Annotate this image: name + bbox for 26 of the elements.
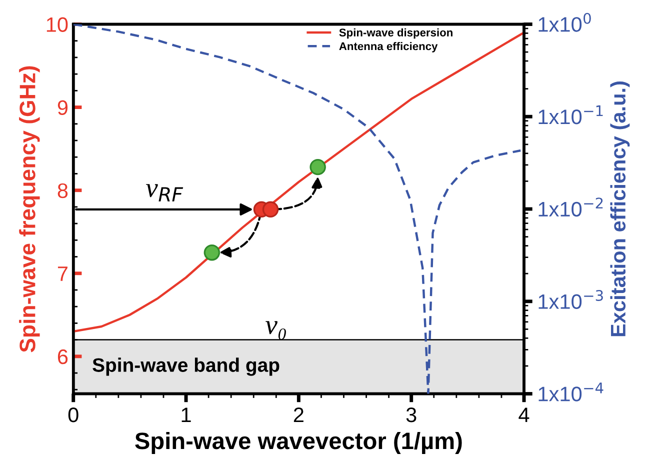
x-axis-title: Spin-wave wavevector (1/µm)	[135, 432, 462, 454]
legend-label: Antenna efficiency	[339, 42, 438, 52]
y2-tick-label: 1x10$^{−4}$	[538, 382, 604, 402]
y2-tick-label: 1x10$^{−3}$	[538, 290, 603, 309]
legend-label: Spin-wave dispersion	[339, 28, 452, 39]
y-tick-label: 6	[58, 349, 68, 364]
x-tick-label: 3	[406, 408, 416, 422]
ref-line-label: ν₀	[266, 321, 286, 340]
y2-tick-label: 1x10$^{−2}$	[538, 198, 603, 217]
y-axis-title: Spin-wave frequency (GHz)	[19, 66, 40, 352]
band-label: Spin-wave band gap	[92, 358, 280, 376]
y2-tick-label: 1x10$^{0}$	[538, 12, 591, 32]
y-tick-label: 8	[58, 183, 68, 198]
x-tick-label: 0	[68, 408, 78, 422]
y-tick-label: 7	[58, 266, 68, 281]
y-tick-label: 9	[58, 100, 68, 116]
x-tick-label: 4	[518, 408, 530, 422]
y-tick-label: 10	[46, 17, 68, 32]
point	[204, 244, 220, 261]
x-tick-label: 2	[294, 408, 304, 422]
y2-tick-label: 1x10$^{−1}$	[538, 105, 603, 124]
point	[262, 201, 279, 218]
point	[310, 158, 326, 176]
annotation: ν$_{RF}$	[146, 184, 184, 202]
x-tick-label: 1	[182, 408, 191, 422]
y2-axis-title: Excitation efficiency (a.u.)	[610, 82, 630, 336]
